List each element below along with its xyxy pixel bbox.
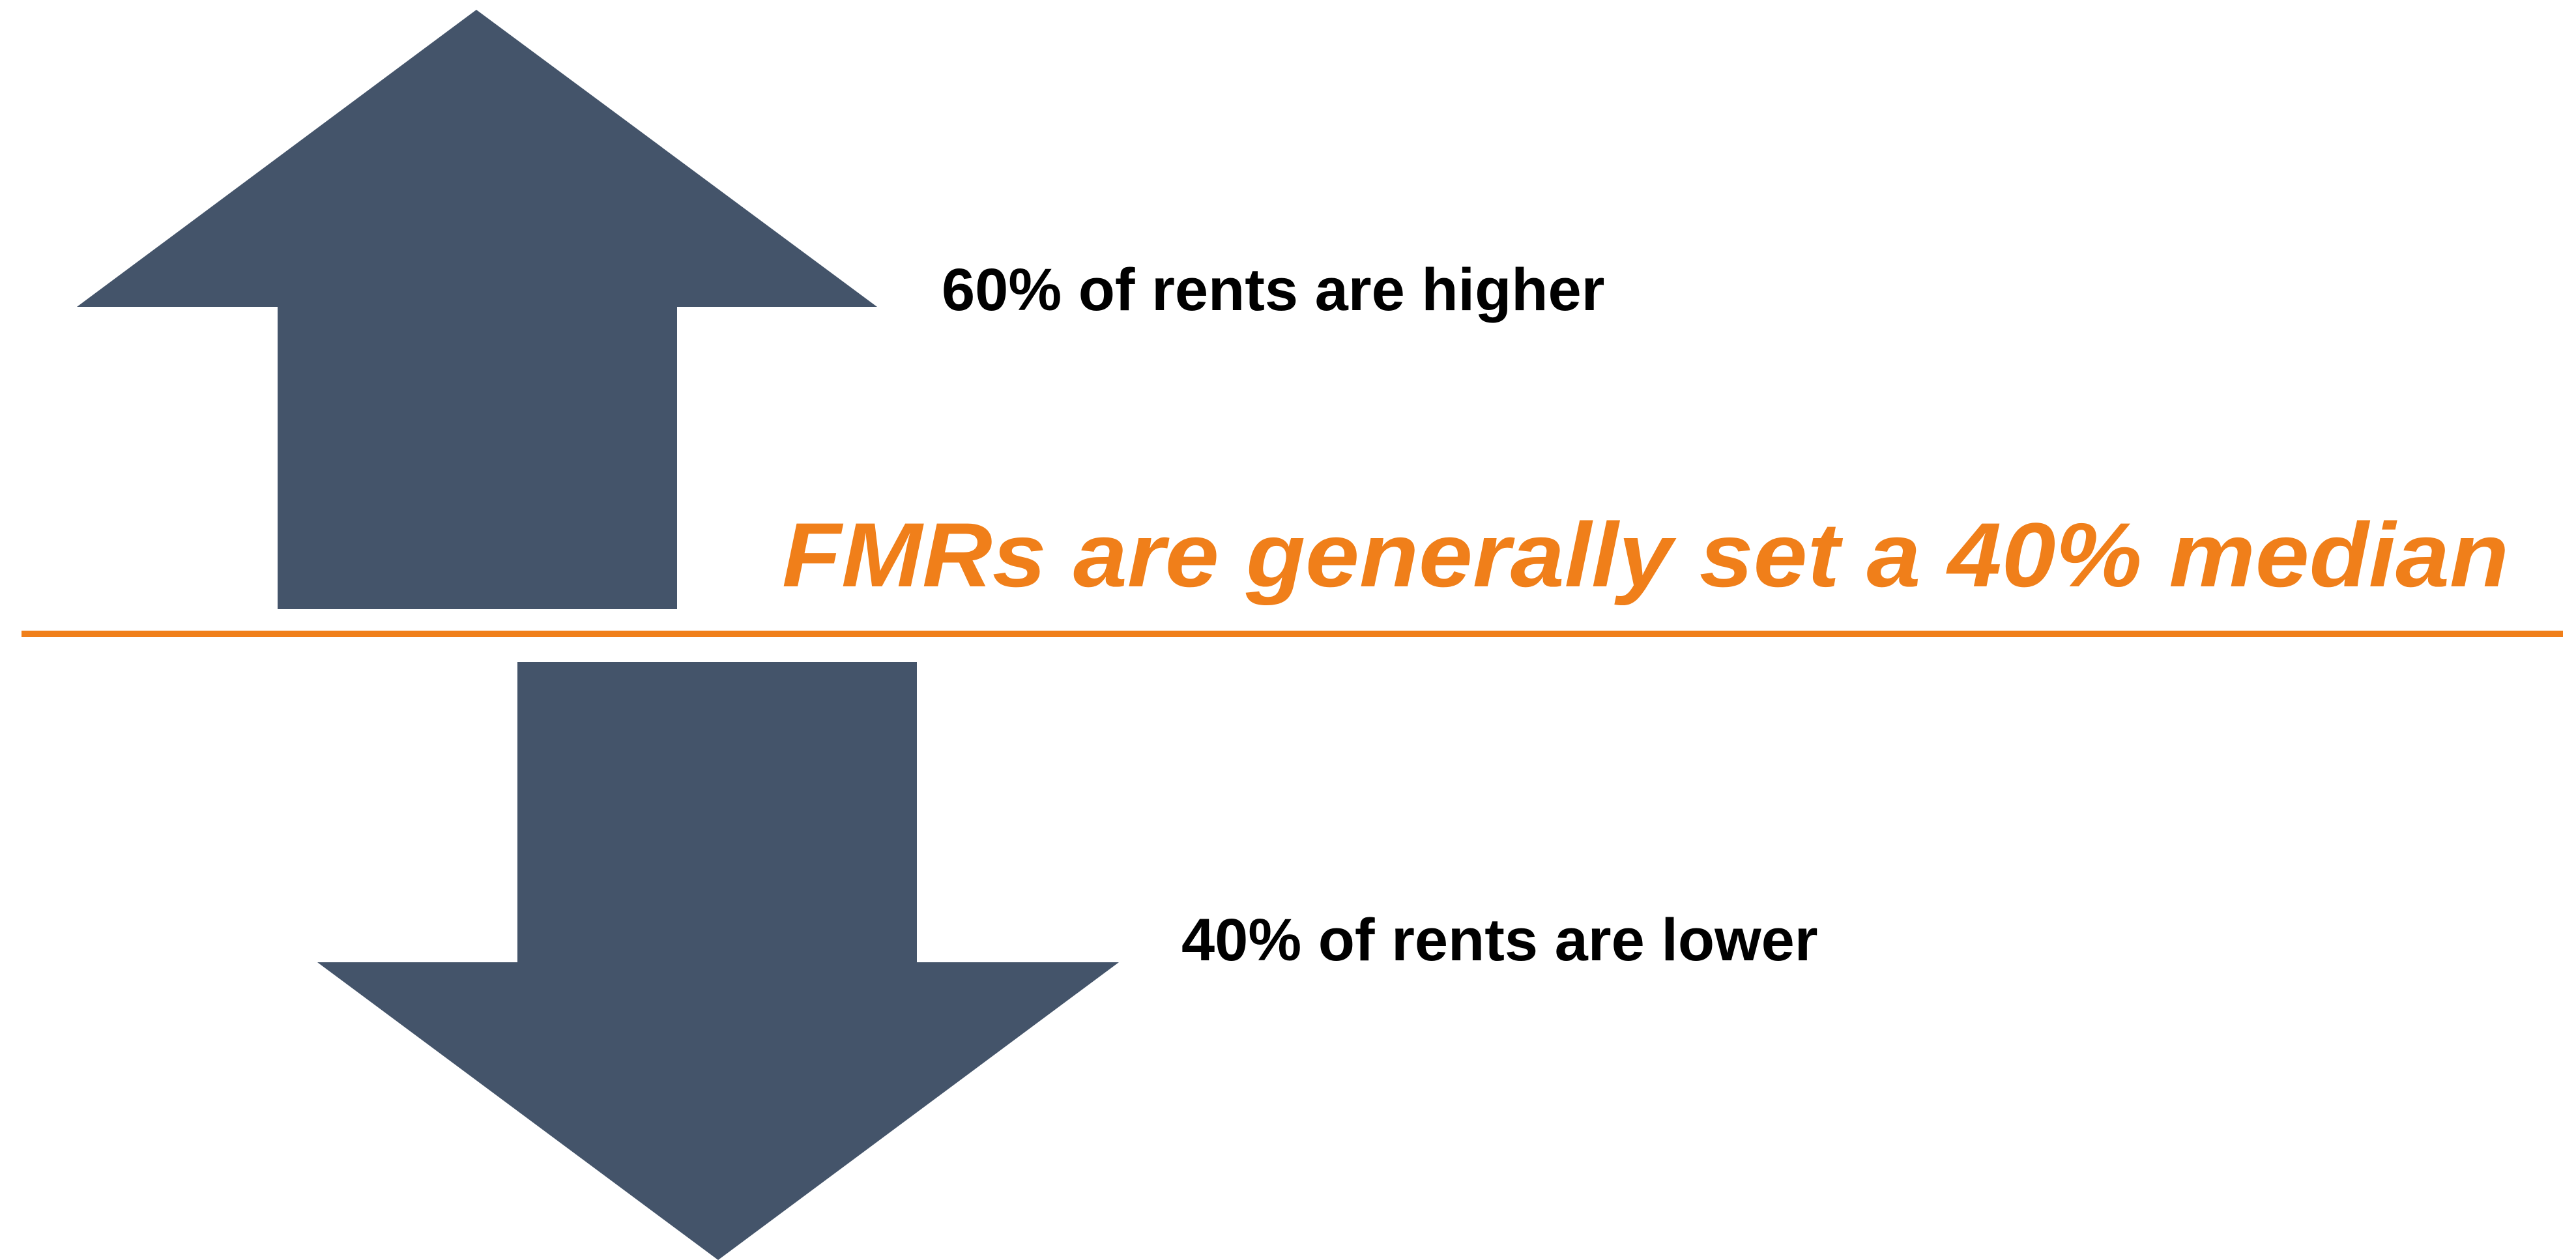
headline: FMRs are generally set a 40% median <box>782 504 2509 606</box>
up-arrow <box>77 10 877 609</box>
lower-label: 40% of rents are lower <box>1181 907 1818 973</box>
down-arrow <box>317 662 1119 1260</box>
upper-label: 60% of rents are higher <box>942 257 1604 323</box>
